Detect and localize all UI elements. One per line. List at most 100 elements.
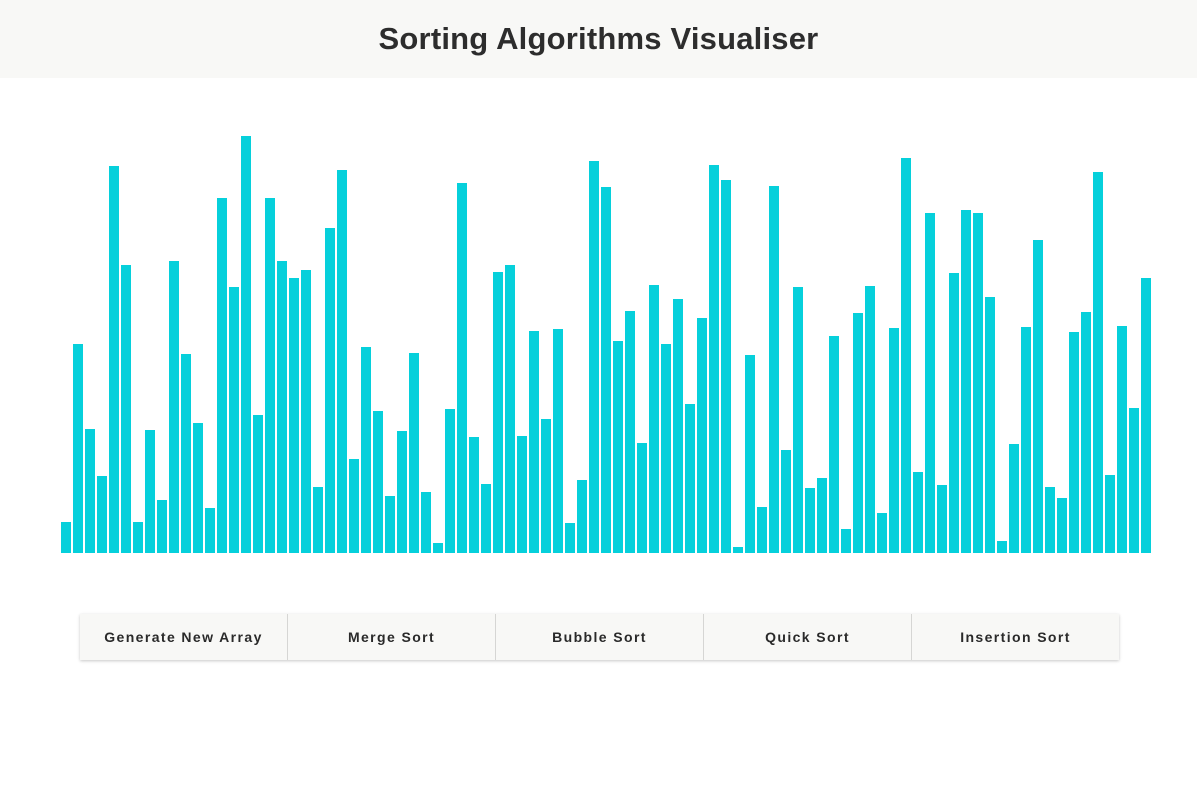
array-bar <box>577 480 587 553</box>
array-bar <box>1105 475 1115 553</box>
array-bar <box>985 297 995 553</box>
array-bar <box>241 136 251 553</box>
array-bar <box>637 443 647 553</box>
array-bar <box>193 423 203 553</box>
array-bar <box>769 186 779 553</box>
array-bar <box>877 513 887 553</box>
array-bar <box>1033 240 1043 553</box>
array-bar <box>205 508 215 553</box>
array-bar <box>793 287 803 553</box>
array-bar <box>553 329 563 553</box>
array-bar <box>1141 278 1151 553</box>
array-bar <box>313 487 323 553</box>
array-bar <box>973 213 983 553</box>
array-bar <box>613 341 623 553</box>
array-bar <box>265 198 275 553</box>
array-bar <box>1045 487 1055 553</box>
array-bar <box>469 437 479 553</box>
array-bar <box>505 265 515 553</box>
array-bar <box>97 476 107 553</box>
array-bar <box>385 496 395 553</box>
array-bar <box>397 431 407 553</box>
array-bar <box>805 488 815 553</box>
generate-new-array-button[interactable]: Generate New Array <box>80 614 288 660</box>
array-bars-container <box>0 78 1197 558</box>
controls-button-group: Generate New Array Merge Sort Bubble Sor… <box>80 614 1119 660</box>
array-bar <box>1069 332 1079 553</box>
array-bar <box>997 541 1007 553</box>
array-bar <box>781 450 791 553</box>
array-bar <box>949 273 959 553</box>
array-bar <box>889 328 899 553</box>
array-bar <box>1117 326 1127 553</box>
array-bar <box>169 261 179 553</box>
array-bar <box>85 429 95 553</box>
array-bar <box>589 161 599 553</box>
array-bar <box>253 415 263 553</box>
array-bar <box>217 198 227 553</box>
array-bar <box>409 353 419 553</box>
array-bar <box>517 436 527 553</box>
array-bar <box>649 285 659 553</box>
array-bar <box>841 529 851 553</box>
bubble-sort-button[interactable]: Bubble Sort <box>496 614 704 660</box>
array-bar <box>1081 312 1091 553</box>
array-bar <box>673 299 683 553</box>
array-bar <box>709 165 719 553</box>
array-bar <box>433 543 443 553</box>
array-bar <box>961 210 971 553</box>
array-bar <box>529 331 539 553</box>
array-bar <box>1093 172 1103 553</box>
array-bar <box>733 547 743 553</box>
array-bar <box>229 287 239 553</box>
merge-sort-button[interactable]: Merge Sort <box>288 614 496 660</box>
array-bar <box>757 507 767 553</box>
array-bar <box>1009 444 1019 553</box>
array-bar <box>901 158 911 553</box>
array-bar <box>457 183 467 553</box>
array-bar <box>373 411 383 553</box>
array-bar <box>481 484 491 553</box>
array-bar <box>325 228 335 553</box>
array-bar <box>745 355 755 553</box>
array-bar <box>661 344 671 553</box>
array-bar <box>421 492 431 553</box>
app-header: Sorting Algorithms Visualiser <box>0 0 1197 78</box>
array-bar <box>853 313 863 553</box>
insertion-sort-button[interactable]: Insertion Sort <box>912 614 1119 660</box>
array-bar <box>601 187 611 553</box>
array-bar <box>721 180 731 553</box>
array-bar <box>349 459 359 553</box>
array-bar <box>181 354 191 553</box>
array-bar <box>1021 327 1031 553</box>
array-bar <box>157 500 167 553</box>
array-bar <box>445 409 455 553</box>
array-bar <box>697 318 707 553</box>
array-bar <box>817 478 827 553</box>
array-bar <box>925 213 935 553</box>
array-bar <box>685 404 695 553</box>
array-bar <box>361 347 371 553</box>
array-bar <box>61 522 71 553</box>
array-bar <box>541 419 551 553</box>
array-bar <box>937 485 947 553</box>
array-bar <box>865 286 875 553</box>
array-bar <box>493 272 503 553</box>
array-bar <box>121 265 131 553</box>
array-bar <box>565 523 575 553</box>
array-bar <box>829 336 839 553</box>
array-bar <box>145 430 155 553</box>
array-bar <box>109 166 119 553</box>
array-bar <box>301 270 311 553</box>
quick-sort-button[interactable]: Quick Sort <box>704 614 912 660</box>
array-bar <box>133 522 143 553</box>
array-bar <box>337 170 347 553</box>
array-bar <box>1057 498 1067 553</box>
page-title: Sorting Algorithms Visualiser <box>378 21 819 56</box>
array-bar <box>277 261 287 553</box>
array-bar <box>625 311 635 553</box>
array-bar <box>913 472 923 553</box>
array-bar <box>1129 408 1139 553</box>
array-bar <box>289 278 299 553</box>
array-bar <box>73 344 83 553</box>
